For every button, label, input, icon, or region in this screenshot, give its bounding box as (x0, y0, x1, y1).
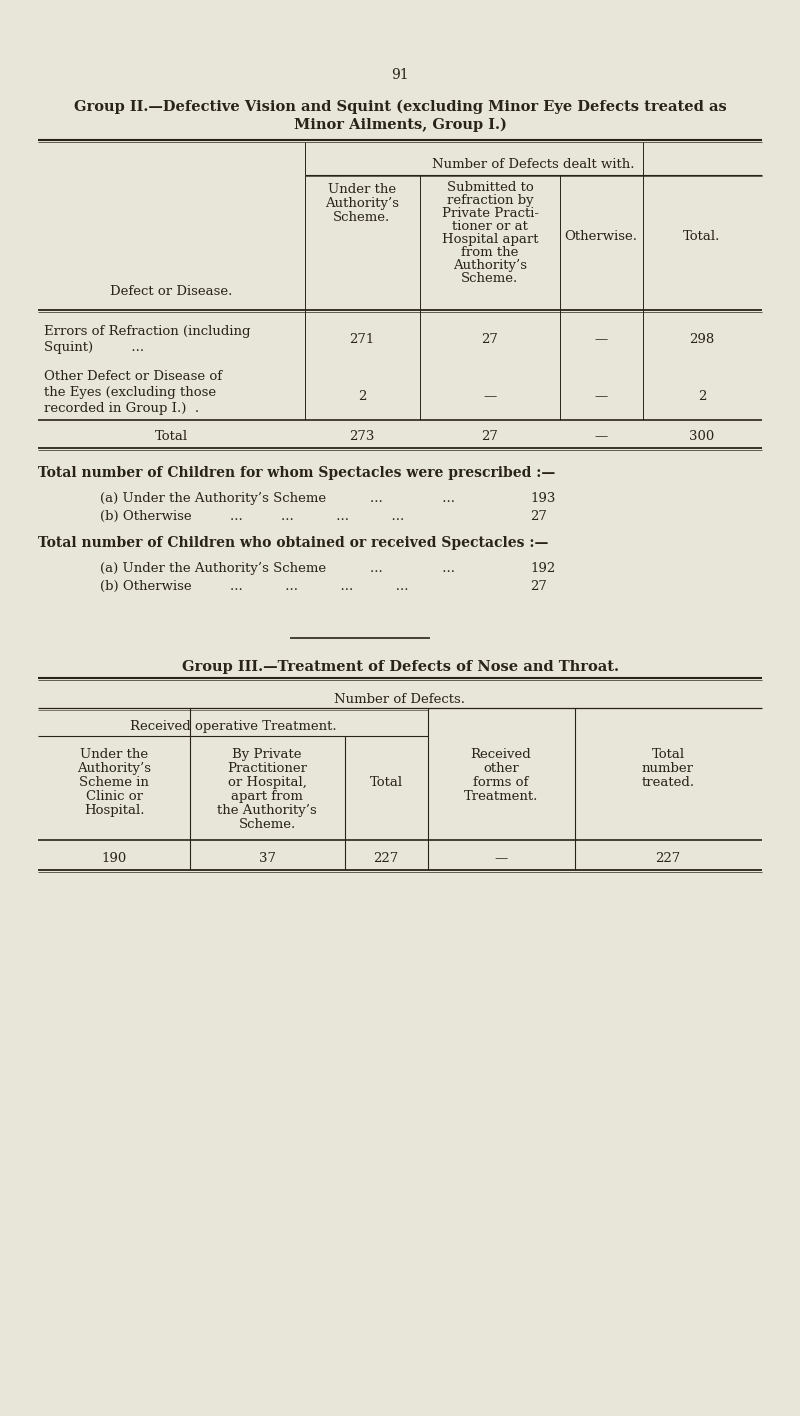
Text: recorded in Group I.)  .: recorded in Group I.) . (44, 402, 199, 415)
Text: Clinic or: Clinic or (86, 790, 142, 803)
Text: ...              ...: ... ... (370, 491, 455, 506)
Text: 193: 193 (530, 491, 555, 506)
Text: refraction by: refraction by (446, 194, 534, 207)
Text: Submitted to: Submitted to (446, 181, 534, 194)
Text: 192: 192 (530, 562, 555, 575)
Text: Scheme in: Scheme in (79, 776, 149, 789)
Text: 227: 227 (655, 852, 681, 865)
Text: apart from: apart from (231, 790, 303, 803)
Text: Under the: Under the (328, 183, 396, 195)
Text: Squint)         ...: Squint) ... (44, 341, 144, 354)
Text: tioner or at: tioner or at (452, 219, 528, 234)
Text: ...          ...          ...          ...: ... ... ... ... (230, 581, 409, 593)
Text: Group III.—Treatment of Defects of Nose and Throat.: Group III.—Treatment of Defects of Nose … (182, 660, 618, 674)
Text: ...              ...: ... ... (370, 562, 455, 575)
Text: other: other (483, 762, 519, 775)
Text: 27: 27 (482, 333, 498, 346)
Text: Total: Total (651, 748, 685, 760)
Text: 27: 27 (530, 581, 547, 593)
Text: 27: 27 (530, 510, 547, 523)
Text: ...         ...          ...          ...: ... ... ... ... (230, 510, 404, 523)
Text: —: — (594, 430, 608, 443)
Text: Minor Ailments, Group I.): Minor Ailments, Group I.) (294, 118, 506, 132)
Text: (b) Otherwise: (b) Otherwise (100, 510, 192, 523)
Text: 37: 37 (258, 852, 275, 865)
Text: Hospital apart: Hospital apart (442, 234, 538, 246)
Text: treated.: treated. (642, 776, 694, 789)
Text: Authority’s: Authority’s (77, 762, 151, 775)
Text: Treatment.: Treatment. (464, 790, 538, 803)
Text: 271: 271 (350, 333, 374, 346)
Text: Total: Total (370, 776, 402, 789)
Text: 27: 27 (482, 430, 498, 443)
Text: —: — (494, 852, 508, 865)
Text: or Hospital,: or Hospital, (227, 776, 306, 789)
Text: the Authority’s: the Authority’s (217, 804, 317, 817)
Text: Private Practi-: Private Practi- (442, 207, 538, 219)
Text: the Eyes (excluding those: the Eyes (excluding those (44, 387, 216, 399)
Text: Scheme.: Scheme. (334, 211, 390, 224)
Text: Received: Received (470, 748, 531, 760)
Text: 298: 298 (690, 333, 714, 346)
Text: Total number of Children who obtained or received Spectacles :—: Total number of Children who obtained or… (38, 537, 548, 549)
Text: Practitioner: Practitioner (227, 762, 307, 775)
Text: Number of Defects dealt with.: Number of Defects dealt with. (432, 159, 634, 171)
Text: Authority’s: Authority’s (453, 259, 527, 272)
Text: Scheme.: Scheme. (238, 818, 296, 831)
Text: —: — (594, 389, 608, 404)
Text: (a) Under the Authority’s Scheme: (a) Under the Authority’s Scheme (100, 491, 326, 506)
Text: By Private: By Private (232, 748, 302, 760)
Text: —: — (483, 389, 497, 404)
Text: forms of: forms of (474, 776, 529, 789)
Text: —: — (594, 333, 608, 346)
Text: 2: 2 (358, 389, 366, 404)
Text: Hospital.: Hospital. (84, 804, 144, 817)
Text: 300: 300 (690, 430, 714, 443)
Text: from the: from the (462, 246, 518, 259)
Text: Number of Defects.: Number of Defects. (334, 692, 466, 707)
Text: Total.: Total. (683, 229, 721, 244)
Text: (a) Under the Authority’s Scheme: (a) Under the Authority’s Scheme (100, 562, 326, 575)
Text: 91: 91 (391, 68, 409, 82)
Text: Defect or Disease.: Defect or Disease. (110, 285, 232, 297)
Text: Group II.—Defective Vision and Squint (excluding Minor Eye Defects treated as: Group II.—Defective Vision and Squint (e… (74, 101, 726, 115)
Text: Otherwise.: Otherwise. (565, 229, 638, 244)
Text: Other Defect or Disease of: Other Defect or Disease of (44, 370, 222, 382)
Text: 2: 2 (698, 389, 706, 404)
Text: Total number of Children for whom Spectacles were prescribed :—: Total number of Children for whom Specta… (38, 466, 555, 480)
Text: Received operative Treatment.: Received operative Treatment. (130, 719, 336, 733)
Text: Authority’s: Authority’s (325, 197, 399, 210)
Text: Errors of Refraction (including: Errors of Refraction (including (44, 326, 250, 338)
Text: 190: 190 (102, 852, 126, 865)
Text: 273: 273 (350, 430, 374, 443)
Text: number: number (642, 762, 694, 775)
Text: Total: Total (154, 430, 187, 443)
Text: 227: 227 (374, 852, 398, 865)
Text: Scheme.: Scheme. (462, 272, 518, 285)
Text: Under the: Under the (80, 748, 148, 760)
Text: (b) Otherwise: (b) Otherwise (100, 581, 192, 593)
